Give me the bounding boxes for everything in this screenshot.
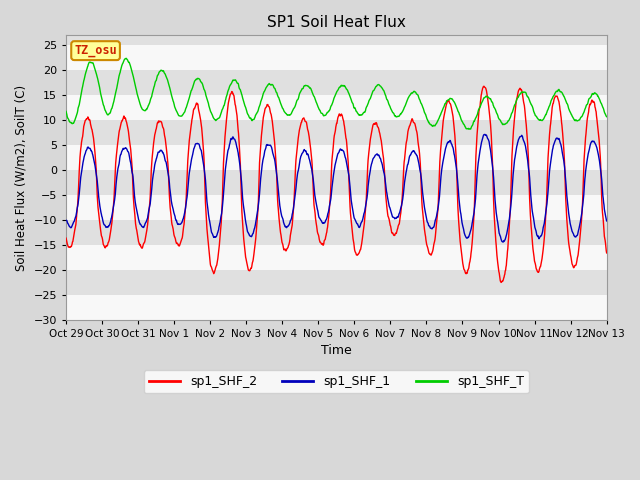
Bar bbox=[66, 45, 607, 70]
Bar bbox=[66, 245, 607, 270]
Legend: sp1_SHF_2, sp1_SHF_1, sp1_SHF_T: sp1_SHF_2, sp1_SHF_1, sp1_SHF_T bbox=[144, 370, 529, 393]
Bar bbox=[66, 170, 607, 195]
Text: TZ_osu: TZ_osu bbox=[74, 44, 117, 57]
Bar bbox=[66, 70, 607, 95]
Bar bbox=[66, 295, 607, 320]
Bar bbox=[66, 270, 607, 295]
Bar bbox=[66, 120, 607, 145]
Bar bbox=[66, 195, 607, 220]
Bar bbox=[66, 220, 607, 245]
Bar bbox=[66, 145, 607, 170]
Title: SP1 Soil Heat Flux: SP1 Soil Heat Flux bbox=[267, 15, 406, 30]
Bar bbox=[66, 95, 607, 120]
Y-axis label: Soil Heat Flux (W/m2), SoilT (C): Soil Heat Flux (W/m2), SoilT (C) bbox=[15, 84, 28, 271]
X-axis label: Time: Time bbox=[321, 344, 352, 357]
